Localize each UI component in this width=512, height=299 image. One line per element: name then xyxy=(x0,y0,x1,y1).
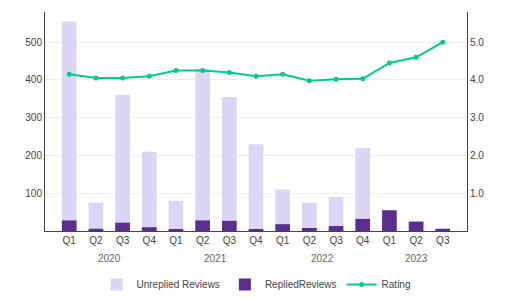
svg-text:300: 300 xyxy=(25,112,42,123)
svg-text:2.0: 2.0 xyxy=(470,150,484,161)
svg-text:Q4: Q4 xyxy=(143,235,157,246)
svg-text:Q2: Q2 xyxy=(409,235,423,246)
svg-text:Q4: Q4 xyxy=(249,235,263,246)
svg-text:Q4: Q4 xyxy=(356,235,370,246)
svg-text:2020: 2020 xyxy=(98,253,121,264)
svg-text:100: 100 xyxy=(25,188,42,199)
svg-text:5.0: 5.0 xyxy=(470,37,484,48)
svg-text:3.0: 3.0 xyxy=(470,112,484,123)
svg-text:4.0: 4.0 xyxy=(470,74,484,85)
svg-text:1.0: 1.0 xyxy=(470,188,484,199)
svg-text:400: 400 xyxy=(25,74,42,85)
svg-text:2021: 2021 xyxy=(204,253,227,264)
svg-text:Q1: Q1 xyxy=(169,235,183,246)
svg-text:Q2: Q2 xyxy=(196,235,210,246)
svg-text:Q2: Q2 xyxy=(89,235,103,246)
svg-text:500: 500 xyxy=(25,37,42,48)
svg-text:200: 200 xyxy=(25,150,42,161)
svg-text:Q2: Q2 xyxy=(303,235,317,246)
svg-text:Q1: Q1 xyxy=(63,235,77,246)
svg-text:Q3: Q3 xyxy=(223,235,237,246)
svg-text:Q1: Q1 xyxy=(276,235,290,246)
svg-text:Q1: Q1 xyxy=(383,235,397,246)
svg-text:RepliedReviews: RepliedReviews xyxy=(265,279,337,290)
svg-text:Q3: Q3 xyxy=(116,235,130,246)
svg-text:Rating: Rating xyxy=(382,279,411,290)
svg-text:Q3: Q3 xyxy=(436,235,450,246)
svg-text:Unreplied Reviews: Unreplied Reviews xyxy=(137,279,220,290)
svg-text:2023: 2023 xyxy=(405,253,428,264)
svg-text:Q3: Q3 xyxy=(329,235,343,246)
svg-text:2022: 2022 xyxy=(311,253,334,264)
